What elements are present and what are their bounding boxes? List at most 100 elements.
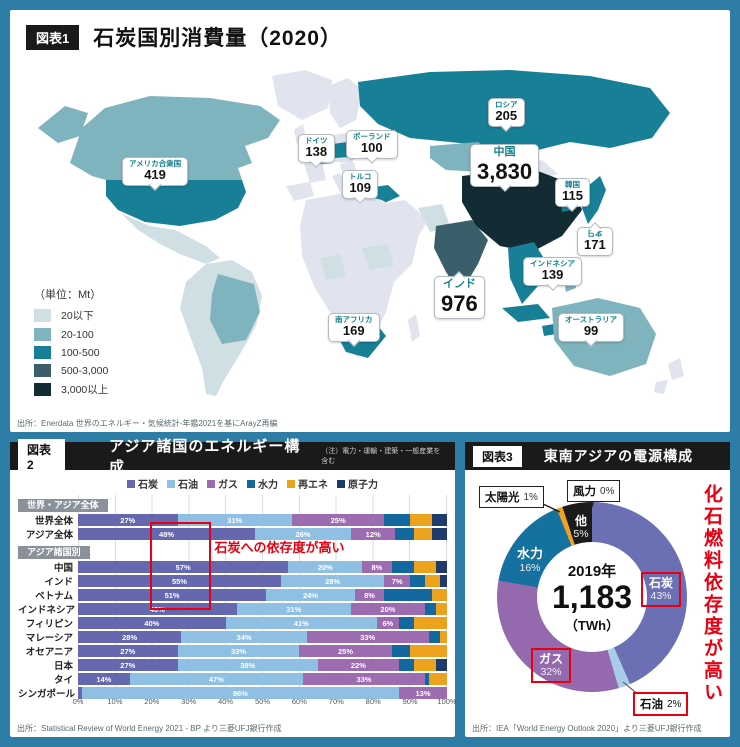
bar-segment-再エネ [439, 631, 447, 643]
bar-segment-石油: 24% [266, 589, 355, 601]
map-callout-australia: オーストラリア 99 [558, 313, 625, 342]
callout-country-name: ポーランド [353, 132, 391, 141]
bar-row-bar: 51% 24% 8% [78, 589, 447, 601]
slice-label-gas: ガス 32% [531, 648, 571, 683]
bar-row-label: インド [44, 577, 73, 588]
bar-row: インド 55% 28% 7% [18, 575, 447, 588]
map-callout-japan: 日本 171 [577, 227, 613, 256]
x-axis-tick: 70% [328, 697, 344, 706]
bar-segment-水力 [384, 589, 433, 601]
bar-segment-石油: 20% [288, 561, 363, 573]
bar-row-bar: 48% 26% 12% [78, 528, 447, 540]
bar-segment-value: 55% [171, 576, 187, 586]
legend-swatch [34, 309, 51, 322]
bar-segment-value: 33% [360, 632, 376, 642]
legend-swatch [34, 364, 51, 377]
bar-segment-value: 6% [382, 618, 394, 628]
bar-legend-item: 石炭 [127, 476, 158, 491]
callout-country-name: トルコ [349, 172, 372, 181]
map-callout-germany: ドイツ 138 [298, 134, 335, 163]
legend-swatch [287, 479, 295, 488]
legend-label: 500-3,000 [61, 364, 109, 377]
bar-segment-value: 34% [236, 632, 252, 642]
bar-segment-石炭: 40% [78, 617, 226, 629]
bar-segment-石炭: 28% [78, 631, 182, 643]
bar-segment-石油: 28% [280, 575, 385, 587]
section-label: 世界・アジア全体 [18, 499, 108, 512]
map-alaska [38, 106, 88, 143]
map-madagascar [408, 314, 420, 342]
bar-segment-ガス: 12% [351, 528, 396, 540]
bar-segment-石油: 26% [255, 528, 352, 540]
legend-label: 石油 [178, 480, 198, 491]
bar-segment-value: 28% [325, 576, 341, 586]
bar-segment-value: 24% [302, 590, 318, 600]
legend-swatch [207, 479, 215, 488]
bar-row-bar: 27% 31% 25% [78, 514, 447, 526]
map-iberia [286, 182, 314, 201]
figure1-title: 石炭国別消費量（2020） [93, 27, 342, 50]
bar-segment-value: 41% [293, 618, 309, 628]
bar-row: 世界全体 27% 31% 25% [18, 514, 447, 527]
callout-country-name: インドネシア [530, 259, 575, 268]
bar-segment-再エネ [410, 514, 433, 526]
donut-year: 2019年 [567, 563, 617, 581]
bar-row-bar: 27% 38% 22% [78, 659, 447, 671]
bar-segment-再エネ [413, 659, 436, 671]
slice-label-hydro: 水力 16% [516, 546, 543, 574]
bar-legend-item: 石油 [167, 476, 198, 491]
bar-legend-item: ガス [207, 476, 238, 491]
callout-country-name: 韓国 [564, 180, 580, 189]
bar-segment-ガス: 6% [376, 617, 399, 629]
wind-callout: 風力 0% [567, 480, 621, 502]
bar-row-label: インドネシア [18, 605, 76, 616]
bar-legend: 石炭 石油 ガス 水力 再エネ 原子力 [50, 476, 455, 491]
bar-segment-value: 8% [371, 562, 383, 572]
callout-country-name: インド [442, 278, 476, 290]
bar-rows: 世界・アジア全体世界全体 27% 31% 25% アジア全体 48% 26% 12% アジア諸国… [18, 495, 447, 700]
bar-segment-水力 [424, 673, 429, 685]
bar-row-label: アジア全体 [25, 530, 73, 541]
callout-country-name: オーストラリア [565, 315, 618, 324]
bar-row: オセアニア 27% 33% 25% [18, 645, 447, 658]
bar-segment-石油: 41% [225, 617, 377, 629]
bar-chart-body: 世界・アジア全体世界全体 27% 31% 25% アジア全体 48% 26% 12% アジア諸国… [18, 495, 457, 711]
fossil-dependence-annotation: 化石燃料依存度が高い [701, 484, 722, 704]
bar-row-bar: 28% 34% 33% [78, 631, 447, 643]
bar-segment-再エネ [428, 673, 447, 685]
callout-value: 419 [144, 167, 166, 183]
x-axis-tick: 40% [218, 697, 234, 706]
bar-row-label: オセアニア [25, 647, 73, 658]
bar-segment-value: 33% [231, 646, 247, 656]
bar-segment-石油: 31% [236, 603, 352, 615]
bar-segment-再エネ [413, 561, 436, 573]
x-axis-tick: 20% [144, 697, 160, 706]
map-india [434, 220, 488, 294]
bar-row-label: マレーシア [25, 633, 73, 644]
map-legend-item: 500-3,000 [34, 364, 108, 377]
bar-segment-再エネ [424, 575, 440, 587]
bar-segment-石油: 33% [177, 645, 300, 657]
bar-segment-ガス: 7% [384, 575, 411, 587]
bar-segment-value: 51% [164, 590, 180, 600]
bar-segment-石炭: 55% [78, 575, 281, 587]
bar-segment-value: 14% [96, 674, 112, 684]
bar-segment-原子力 [432, 514, 447, 526]
figure2-tag: 図表2 [18, 438, 66, 474]
legend-swatch [34, 328, 51, 341]
bar-segment-ガス: 8% [362, 561, 392, 573]
callout-value: 100 [360, 140, 383, 156]
legend-label: 100-500 [61, 346, 100, 359]
bar-row: インドネシア 43% 31% 20% [18, 603, 447, 616]
bar-segment-value: 27% [120, 515, 136, 525]
bar-row-bar: 86% 13% [78, 687, 447, 699]
donut-chart: 2019年 1,183 （TWh） 他 5% 水力 16% 石炭 43% ガス … [497, 502, 687, 692]
bar-segment-value: 20% [380, 604, 396, 614]
slice-label-coal: 石炭 43% [641, 572, 681, 607]
map-callout-southafrica: 南アフリカ 169 [328, 313, 380, 342]
bar-segment-再エネ [435, 603, 447, 615]
bar-row: シンガポール 86% 13% [18, 687, 447, 700]
map-africa-patch2 [320, 254, 346, 280]
bar-segment-ガス: 25% [299, 645, 392, 657]
section-label: アジア諸国別 [18, 546, 90, 559]
